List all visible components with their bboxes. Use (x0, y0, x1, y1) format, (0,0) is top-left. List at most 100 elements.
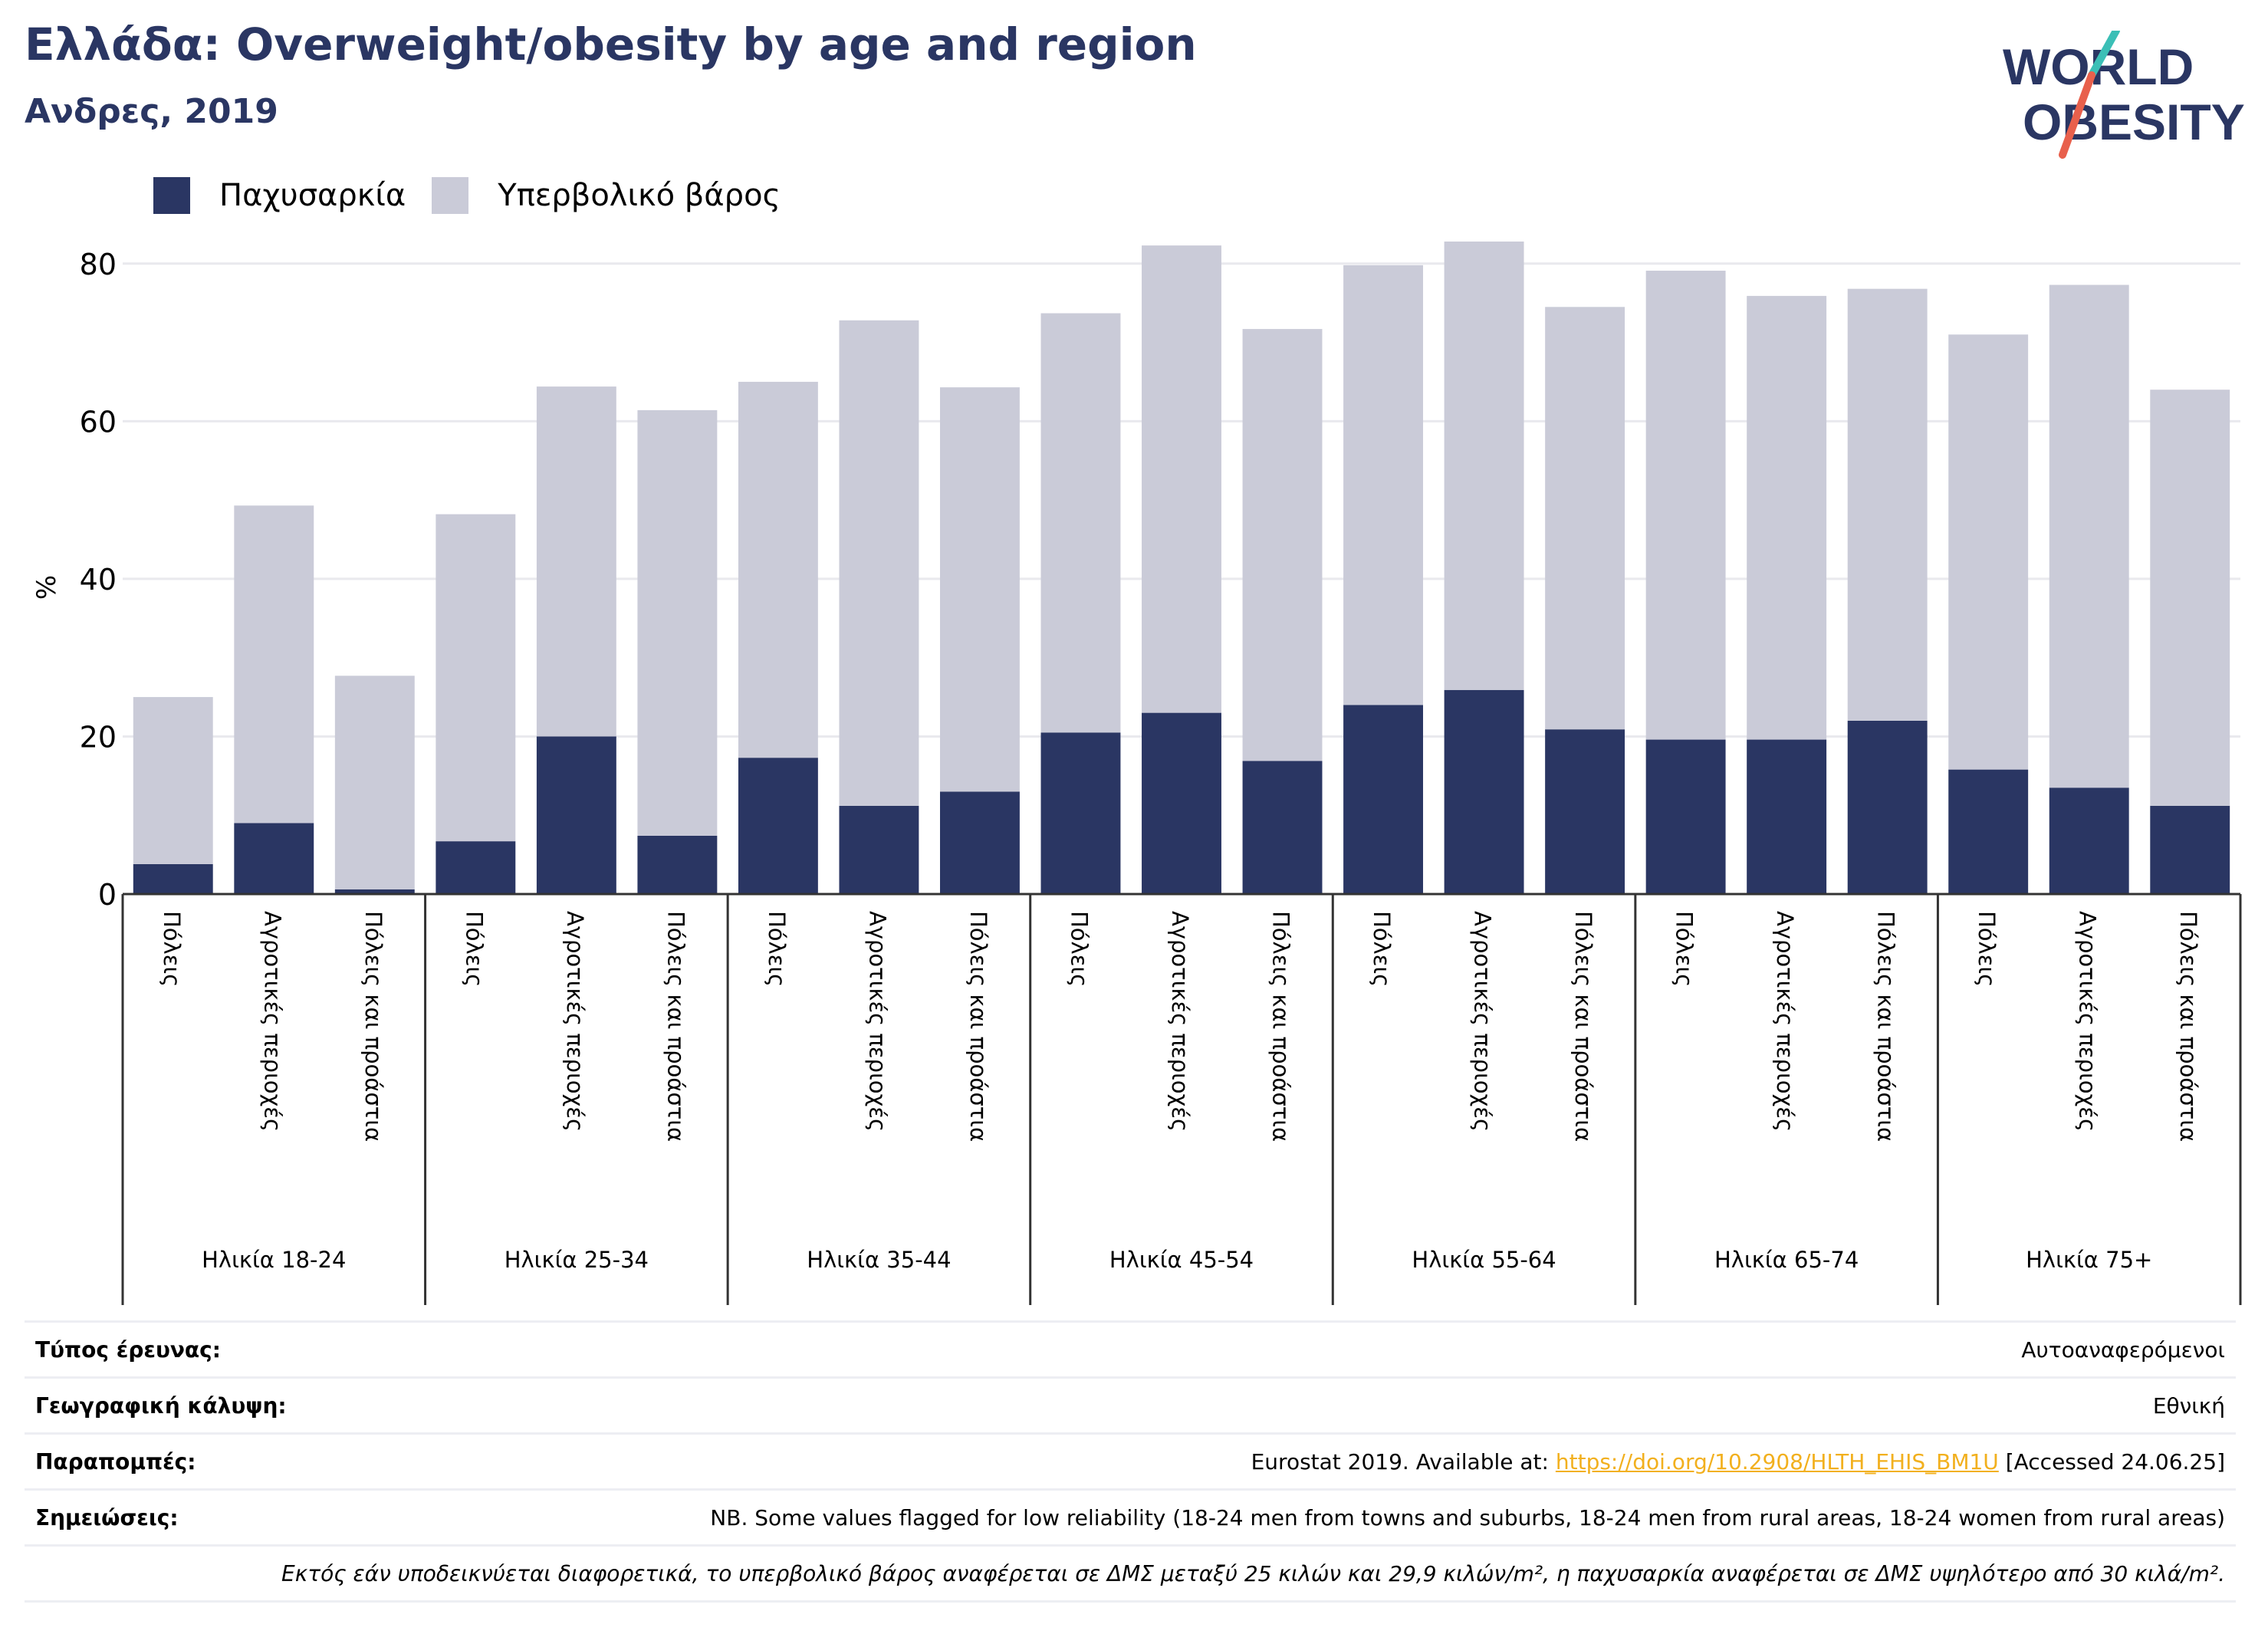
category-label: Πόλεις και προάστια (662, 911, 689, 1142)
coverage-label: Γεωγραφική κάλυψη: (35, 1392, 287, 1419)
references-value: Eurostat 2019. Available at: https://doi… (1251, 1449, 2236, 1475)
category-label: Αγροτικές περιοχές (2075, 911, 2101, 1132)
bar-overweight (637, 409, 718, 836)
bar-obesity (637, 835, 718, 894)
bar-obesity (1343, 705, 1423, 894)
bar-overweight (1847, 288, 1928, 721)
notes-label: Σημειώσεις: (35, 1504, 179, 1530)
y-tick-label: 80 (80, 248, 117, 281)
group-label: Ηλικία 35-44 (807, 1247, 951, 1273)
category-label: Πόλεις και προάστια (965, 911, 991, 1142)
y-tick-label: 0 (98, 878, 117, 912)
info-row-survey-type: Τύπος έρευνας: Αυτοαναφερόμενοι (25, 1320, 2236, 1376)
info-row-footnote: Εκτός εάν υποδεικνύεται διαφορετικά, το … (25, 1544, 2236, 1603)
bar-overweight (1040, 313, 1121, 733)
survey-type-label: Τύπος έρευνας: (35, 1336, 221, 1363)
bar-obesity (2150, 805, 2230, 894)
chart-legend: Παχυσαρκία Υπερβολικό βάρος (153, 173, 807, 219)
survey-type-value: Αυτοαναφερόμενοι (2021, 1336, 2225, 1363)
category-label: Αγροτικές περιοχές (864, 911, 890, 1132)
y-axis-label: % (31, 575, 62, 600)
bar-obesity (436, 841, 516, 894)
category-label: Πόλεις (764, 911, 790, 987)
references-link[interactable]: https://doi.org/10.2908/HLTH_EHIS_BM1U (1555, 1448, 1999, 1475)
category-label: Πόλεις (1974, 911, 2000, 987)
stacked-bar-chart: 0 20 40 60 80% Πόλεις Αγροτικές περιοχές Πόλεις… (31, 242, 2242, 1305)
logo-slash-red (2059, 71, 2095, 159)
legend-swatch-obesity (153, 177, 190, 214)
chart-subtitle: Ανδρες, 2019 (25, 92, 278, 131)
category-label: Πόλεις και προάστια (1873, 911, 1899, 1142)
bar-obesity (133, 863, 213, 894)
bar-overweight (738, 381, 818, 758)
group-label: Ηλικία 25-34 (505, 1247, 649, 1273)
references-prefix: Eurostat 2019. Available at: (1251, 1448, 1556, 1475)
bar-obesity (1847, 720, 1928, 894)
bar-obesity (1948, 769, 2029, 894)
info-table: Τύπος έρευνας: Αυτοαναφερόμενοι Γεωγραφι… (25, 1320, 2236, 1603)
bar-overweight (234, 505, 314, 824)
bar-obesity (839, 805, 919, 894)
bar-overweight (1142, 245, 1221, 713)
references-suffix: [Accessed 24.06.25] (1998, 1448, 2225, 1475)
bar-overweight (2049, 284, 2129, 788)
bar-overweight (1645, 271, 1726, 740)
legend-label-overweight: Υπερβολικό βάρος (498, 178, 781, 213)
notes-value: NB. Some values flagged for low reliabil… (710, 1504, 2225, 1530)
group-label: Ηλικία 75+ (2026, 1247, 2152, 1273)
logo-slash-teal (2088, 31, 2120, 79)
bar-overweight (536, 386, 616, 737)
category-label: Αγροτικές περιοχές (259, 911, 285, 1132)
bar-overweight (1747, 295, 1827, 740)
category-label: Αγροτικές περιοχές (1772, 911, 1798, 1132)
logo-text-obesity: OBESITY (2023, 94, 2245, 150)
legend-swatch-overweight (432, 177, 469, 214)
bar-overweight (133, 697, 213, 864)
bar-obesity (738, 758, 818, 894)
category-label: Πόλεις (1369, 911, 1395, 987)
bar-overweight (2150, 390, 2230, 806)
info-row-notes: Σημειώσεις: NB. Some values flagged for … (25, 1488, 2236, 1544)
y-tick-label: 20 (80, 720, 117, 754)
bar-obesity (536, 736, 616, 894)
bar-obesity (1242, 761, 1323, 894)
bar-obesity (1747, 739, 1827, 894)
y-tick-label: 40 (80, 563, 117, 597)
footnote-text: Εκτός εάν υποδεικνύεται διαφορετικά, το … (281, 1560, 2225, 1586)
category-label: Πόλεις και προάστια (2175, 911, 2201, 1142)
group-label: Ηλικία 65-74 (1714, 1247, 1859, 1273)
group-label: Ηλικία 55-64 (1412, 1247, 1556, 1273)
legend-item-obesity: Παχυσαρκία (153, 177, 406, 214)
category-label: Αγροτικές περιοχές (1470, 911, 1496, 1132)
references-label: Παραπομπές: (35, 1448, 196, 1475)
bar-obesity (940, 791, 1020, 894)
bar-obesity (1645, 739, 1726, 894)
category-label: Πόλεις και προάστια (1268, 911, 1294, 1142)
bar-obesity (234, 823, 314, 894)
category-label: Πόλεις και προάστια (360, 911, 386, 1142)
coverage-value: Εθνική (2152, 1392, 2225, 1419)
bar-overweight (940, 387, 1020, 792)
bar-obesity (2049, 787, 2129, 894)
bar-overweight (1343, 265, 1423, 705)
category-label: Πόλεις (1671, 911, 1698, 987)
bar-obesity (334, 889, 415, 894)
y-tick-label: 60 (80, 405, 117, 439)
chart-title: Ελλάδα: Overweight/obesity by age and re… (25, 18, 1197, 71)
bar-overweight (1948, 334, 2029, 770)
world-obesity-logo: WORLD OBESITY (2003, 31, 2245, 159)
category-label: Πόλεις (461, 911, 487, 987)
bar-obesity (1545, 729, 1625, 894)
bar-overweight (1242, 329, 1323, 761)
bar-overweight (1545, 307, 1625, 730)
category-label: Πόλεις και προάστια (1570, 911, 1596, 1142)
bar-obesity (1444, 689, 1524, 894)
info-row-coverage: Γεωγραφική κάλυψη: Εθνική (25, 1376, 2236, 1432)
legend-label-obesity: Παχυσαρκία (219, 178, 406, 213)
category-label: Αγροτικές περιοχές (562, 911, 588, 1132)
category-label: Αγροτικές περιοχές (1167, 911, 1193, 1132)
group-label: Ηλικία 18-24 (202, 1247, 346, 1273)
bar-overweight (334, 676, 415, 889)
info-row-references: Παραπομπές: Eurostat 2019. Available at:… (25, 1432, 2236, 1488)
bar-obesity (1040, 732, 1121, 894)
